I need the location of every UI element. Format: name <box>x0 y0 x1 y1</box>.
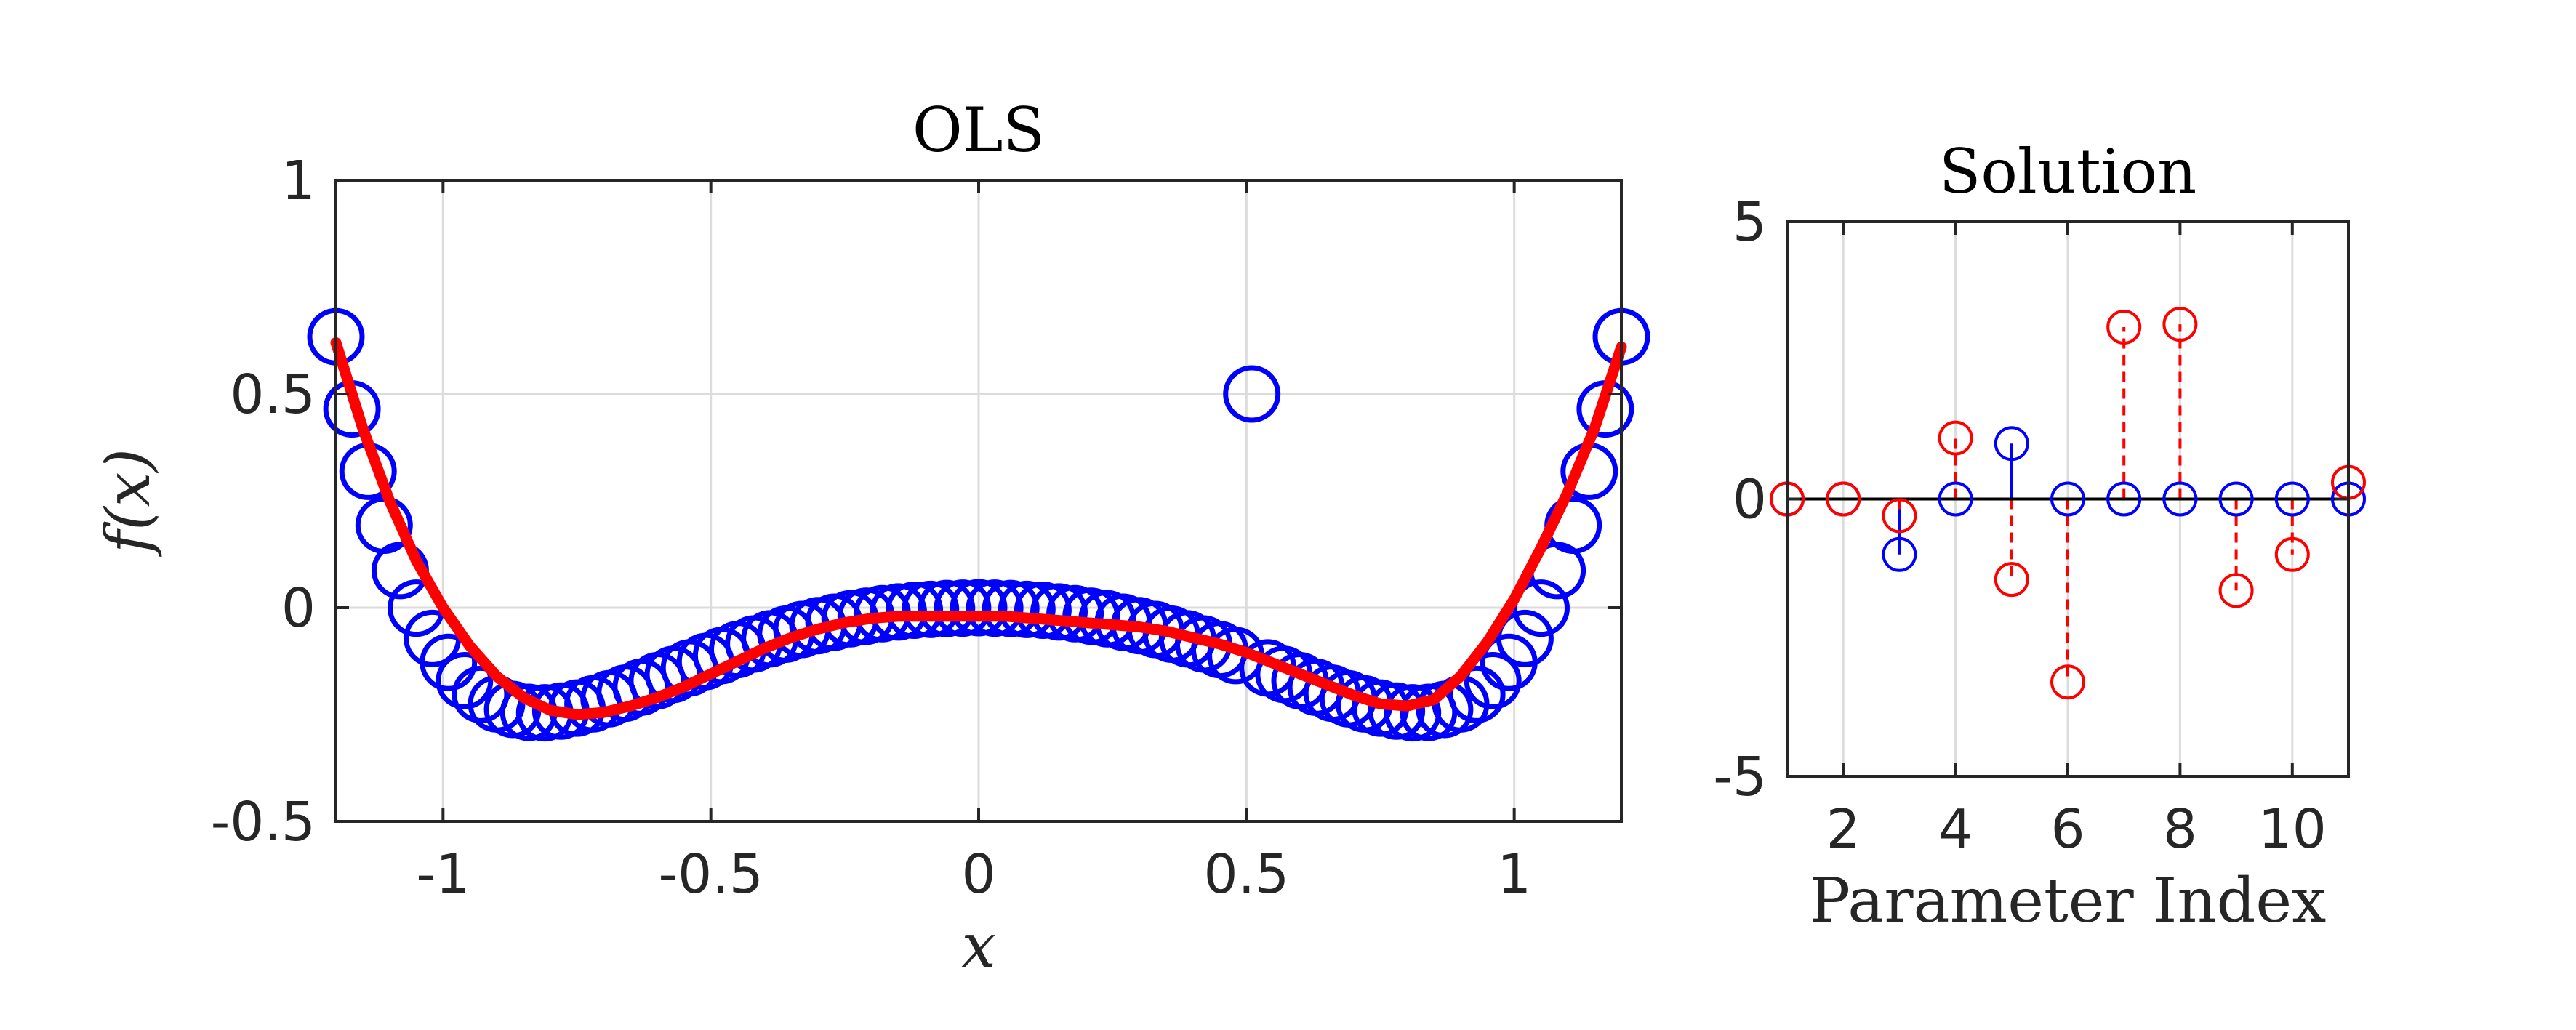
scatter-point <box>1223 365 1281 423</box>
stem-marker-red <box>1826 481 1861 517</box>
stem-marker-blue <box>2162 481 2198 517</box>
stem-marker-blue <box>1994 426 2029 462</box>
stem-marker-red <box>1994 562 2029 598</box>
solution-chart-title: Solution <box>1939 136 2196 207</box>
scatter-point <box>1368 682 1426 740</box>
x-tick-label: 0 <box>961 843 995 906</box>
scatter-point <box>950 579 1008 637</box>
scatter-point <box>982 579 1040 637</box>
scatter-point <box>420 633 478 691</box>
solution-x-axis-label: Parameter Index <box>1810 865 2327 936</box>
stem-marker-red <box>2218 573 2254 608</box>
stem-marker-red <box>1938 420 1973 456</box>
x-tick-label: 0.5 <box>1203 843 1289 906</box>
ols-chart: -1 -0.5 0 0.5 1 -0.5 0 0.5 1 OLS x f(x) <box>92 94 1650 981</box>
solution-ticks: 2 4 6 8 10 -5 0 5 <box>1713 191 2348 861</box>
stem-marker-blue <box>1882 536 1917 572</box>
scatter-point <box>1464 652 1522 710</box>
y-tick-label: 0 <box>281 577 316 640</box>
solution-chart: 2 4 6 8 10 -5 0 5 Solution Parameter Index <box>1713 136 2366 936</box>
scatter-point <box>966 579 1024 637</box>
x-tick-label: 8 <box>2163 798 2197 861</box>
ols-chart-title: OLS <box>912 94 1045 166</box>
stem-marker-red <box>2050 664 2085 700</box>
x-tick-label: 10 <box>2258 798 2327 861</box>
ols-x-axis-label: x <box>961 910 995 981</box>
y-tick-label: 5 <box>1733 191 1767 254</box>
x-tick-label: 1 <box>1497 843 1531 906</box>
scatter-point <box>1448 665 1506 723</box>
ols-ticks: -1 -0.5 0 0.5 1 -0.5 0 0.5 1 <box>211 150 1621 906</box>
y-tick-label: -5 <box>1713 746 1767 808</box>
stem-marker-red <box>2106 309 2142 345</box>
scatter-point <box>1496 609 1554 667</box>
scatter-point <box>998 580 1056 638</box>
stem-marker-blue <box>2050 481 2085 517</box>
scatter-point <box>918 579 976 637</box>
y-tick-label: -0.5 <box>211 791 316 853</box>
y-tick-label: 1 <box>281 150 316 212</box>
scatter-point <box>1014 582 1072 640</box>
scatter-point <box>902 580 960 638</box>
stem-marker-blue <box>2274 481 2310 517</box>
stem-marker-red <box>1882 498 1917 534</box>
x-tick-label: 6 <box>2050 798 2085 861</box>
stem-marker-red <box>2274 536 2310 572</box>
ols-y-axis-label: f(x) <box>92 448 164 558</box>
x-tick-label: -0.5 <box>658 843 763 906</box>
x-tick-label: -1 <box>416 843 470 906</box>
scatter-point <box>1030 583 1088 641</box>
x-tick-label: 4 <box>1938 798 1973 861</box>
y-tick-label: 0.5 <box>230 363 316 426</box>
stem-marker-blue <box>2218 481 2254 517</box>
stem-marker-red <box>2162 307 2198 342</box>
y-tick-label: 0 <box>1733 469 1767 531</box>
scatter-point <box>886 582 944 640</box>
scatter-point <box>934 579 992 637</box>
stem-marker-blue <box>1938 481 1973 517</box>
x-tick-label: 2 <box>1826 798 1861 861</box>
stem-marker-blue <box>2106 481 2142 517</box>
fit-line <box>330 337 1627 720</box>
